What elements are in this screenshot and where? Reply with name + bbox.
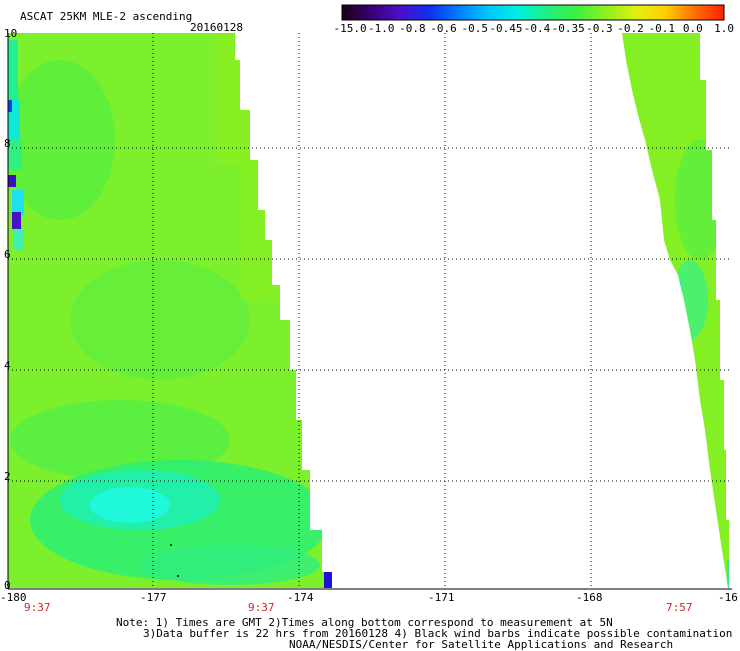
lat-lon-grid bbox=[8, 33, 732, 589]
lon-label: -171 bbox=[428, 591, 455, 604]
time-label: 7:57 bbox=[666, 601, 693, 614]
colorbar-tick-label: -0.3 bbox=[586, 22, 613, 35]
colorbar-tick-label: -0.8 bbox=[399, 22, 426, 35]
date-label: 20160128 bbox=[190, 21, 243, 34]
lon-label: -16 bbox=[718, 591, 738, 604]
lon-label: -168 bbox=[576, 591, 603, 604]
lat-label: 6 bbox=[4, 248, 11, 261]
time-label: 9:37 bbox=[248, 601, 275, 614]
lat-label: 2 bbox=[4, 470, 11, 483]
colorbar-tick-label: -0.6 bbox=[430, 22, 457, 35]
colorbar-tick-label: -0.4 bbox=[523, 22, 551, 35]
colorbar-tick-label: -15.0 bbox=[333, 22, 367, 35]
footer-credit: NOAA/NESDIS/Center for Satellite Applica… bbox=[289, 638, 674, 651]
lat-label: 8 bbox=[4, 137, 11, 150]
colorbar-tick-label: 0.0 bbox=[682, 22, 703, 35]
footer-note-1: Note: 1) Times are GMT 2)Times along bot… bbox=[116, 616, 613, 629]
lat-label: 0 bbox=[4, 579, 11, 592]
lon-label: -174 bbox=[287, 591, 314, 604]
lon-label: -177 bbox=[140, 591, 167, 604]
time-label: 9:37 bbox=[24, 601, 51, 614]
lat-label: 10 bbox=[4, 27, 18, 40]
colorbar-tick-label: 1.0 bbox=[714, 22, 734, 35]
product-title: ASCAT 25KM MLE-2 ascending bbox=[20, 10, 193, 23]
lat-label: 4 bbox=[4, 359, 11, 372]
lon-label: -180 bbox=[0, 591, 27, 604]
footer-note-2: 3)Data buffer is 22 hrs from 20160128 4)… bbox=[143, 627, 733, 640]
colorbar-tick-label: -0.45 bbox=[489, 22, 523, 35]
colorbar-tick-label: -1.0 bbox=[367, 22, 395, 35]
colorbar-tick-label: -0.5 bbox=[461, 22, 488, 35]
colorbar-tick-label: -0.35 bbox=[551, 22, 585, 35]
colorbar-tick-label: -0.2 bbox=[617, 22, 644, 35]
data-swaths bbox=[8, 33, 729, 588]
colorbar bbox=[341, 4, 725, 21]
colorbar-gradient bbox=[341, 4, 725, 21]
colorbar-tick-label: -0.1 bbox=[648, 22, 675, 35]
